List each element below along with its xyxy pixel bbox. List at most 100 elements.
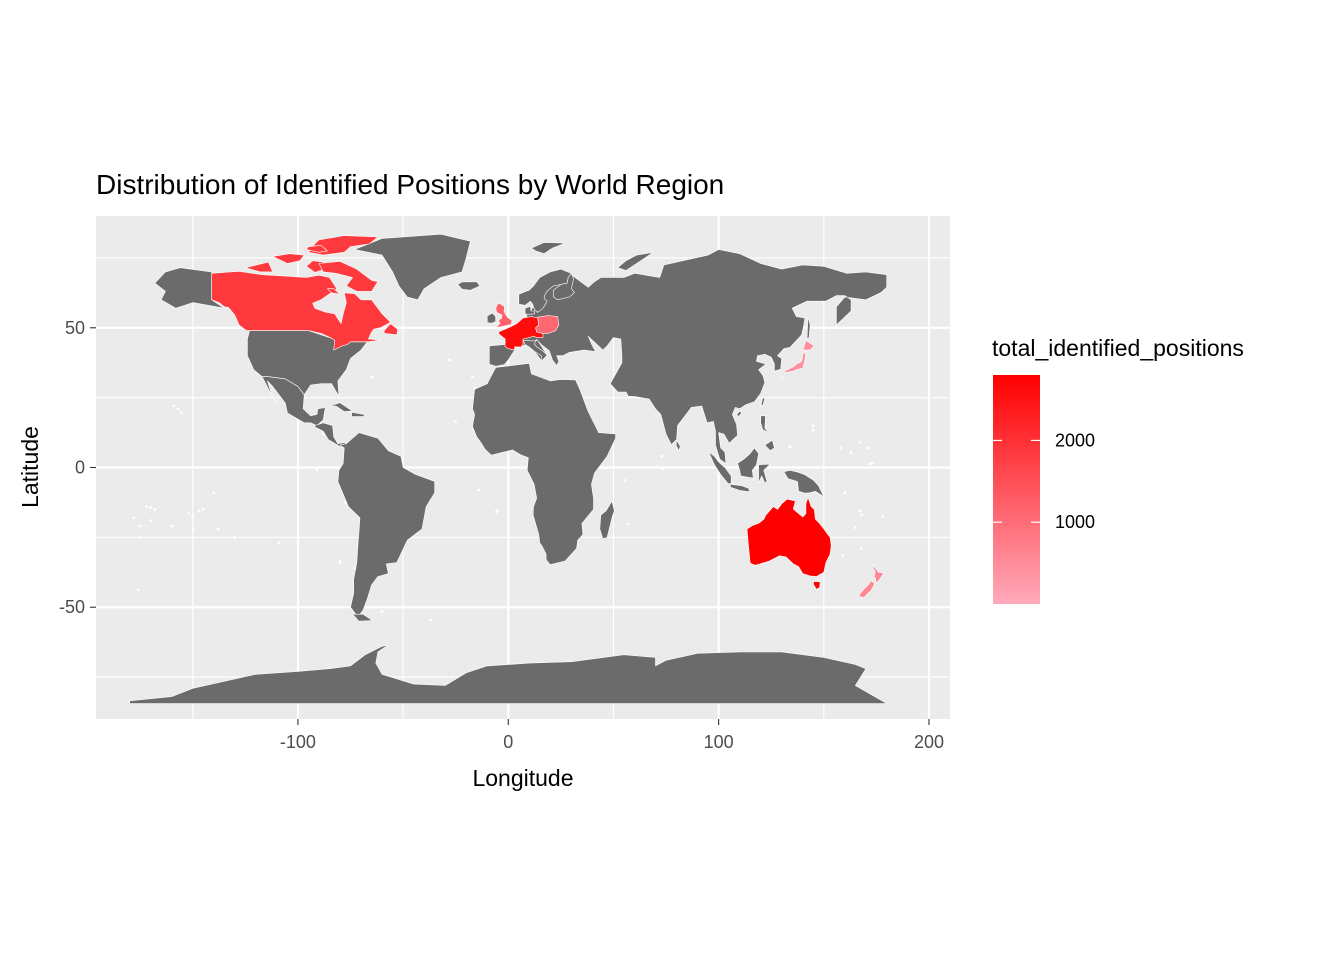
x-tick-label: -100 (280, 732, 316, 752)
small-island (858, 441, 861, 444)
small-island (626, 522, 630, 526)
small-island (839, 446, 842, 450)
region-canada (211, 271, 391, 351)
small-island (145, 505, 148, 508)
region-new-guinea (783, 470, 825, 498)
region-canada (245, 261, 273, 273)
region-canada (383, 323, 399, 336)
y-tick-label: 0 (75, 458, 85, 478)
small-island (849, 451, 853, 455)
small-island (841, 554, 845, 557)
region-alaska (154, 267, 225, 309)
region-spitsbergen (531, 242, 566, 254)
region-australia (813, 581, 821, 590)
region-central-europe (535, 315, 560, 334)
small-island (153, 508, 157, 511)
legend-colorbar (993, 375, 1040, 604)
small-island (454, 420, 458, 423)
region-iceland (457, 281, 481, 291)
small-island (315, 468, 319, 471)
region-ireland (486, 312, 496, 324)
region-new-zealand (858, 580, 875, 598)
region-sakhalin (806, 316, 811, 340)
region-italy (522, 339, 548, 362)
small-island (136, 588, 140, 592)
x-tick-label: 200 (914, 732, 944, 752)
small-island (179, 411, 183, 415)
small-island (843, 491, 847, 495)
region-new-zealand (871, 563, 884, 584)
region-sri-lanka (675, 439, 681, 451)
region-australia (746, 497, 832, 577)
small-island (370, 375, 374, 379)
region-denmark (524, 306, 535, 315)
small-island (172, 404, 176, 408)
small-island (380, 610, 384, 613)
small-island (138, 536, 142, 539)
small-island (860, 547, 863, 550)
region-canada (327, 288, 341, 295)
y-tick-label: -50 (59, 597, 85, 617)
small-island (353, 566, 357, 570)
small-island (866, 446, 870, 450)
region-tierra-del-fuego (352, 613, 373, 622)
small-island (233, 536, 237, 539)
small-island (201, 508, 205, 511)
land-layer (129, 233, 888, 704)
small-island (870, 461, 874, 465)
small-island (191, 527, 195, 531)
small-island (191, 515, 195, 518)
small-island (170, 524, 174, 528)
legend-title: total_identified_positions (992, 335, 1244, 361)
small-island (623, 479, 627, 482)
small-island (860, 513, 864, 517)
small-island (853, 526, 857, 529)
region-novaya-zemlya (617, 252, 654, 271)
legend-ticks: 1000 2000 (993, 430, 1095, 532)
small-island (471, 375, 474, 379)
region-greenland (354, 233, 471, 301)
region-philippines (764, 439, 775, 451)
legend-break-label: 1000 (1055, 512, 1095, 532)
small-island (660, 454, 664, 458)
small-island (212, 491, 216, 495)
y-tick-label: 50 (65, 318, 85, 338)
small-island (321, 432, 325, 436)
region-africa (472, 363, 616, 565)
region-borneo (737, 447, 759, 479)
small-island (187, 512, 191, 515)
region-japan (802, 340, 815, 351)
small-island (429, 618, 432, 622)
region-scandinavia (518, 268, 572, 313)
region-taiwan (761, 396, 765, 407)
small-island (132, 516, 136, 520)
region-united-kingdom (495, 303, 513, 329)
region-hainan (736, 411, 743, 417)
small-island (216, 527, 220, 531)
region-japan (781, 351, 807, 380)
small-island (277, 541, 281, 545)
y-axis-title: Latitude (17, 426, 43, 508)
region-sulawesi (758, 463, 771, 484)
small-island (811, 428, 815, 432)
small-island (868, 462, 872, 465)
small-island (343, 501, 347, 504)
region-madagascar (599, 500, 615, 540)
axes: -100 0 100 200 -50 0 50 (59, 318, 944, 752)
small-island (477, 488, 481, 492)
region-hispaniola (351, 411, 365, 417)
region-antarctica (129, 644, 888, 704)
region-java (729, 484, 750, 493)
small-island (494, 510, 498, 514)
small-island (197, 509, 201, 513)
x-axis-title: Longitude (472, 765, 573, 791)
region-finland (553, 273, 575, 301)
small-island (176, 407, 180, 411)
small-island (138, 524, 142, 528)
legend-break-label: 2000 (1055, 430, 1095, 450)
small-island (149, 506, 153, 509)
region-philippines (760, 415, 770, 433)
region-western-europe (498, 316, 544, 351)
small-island (149, 519, 153, 522)
